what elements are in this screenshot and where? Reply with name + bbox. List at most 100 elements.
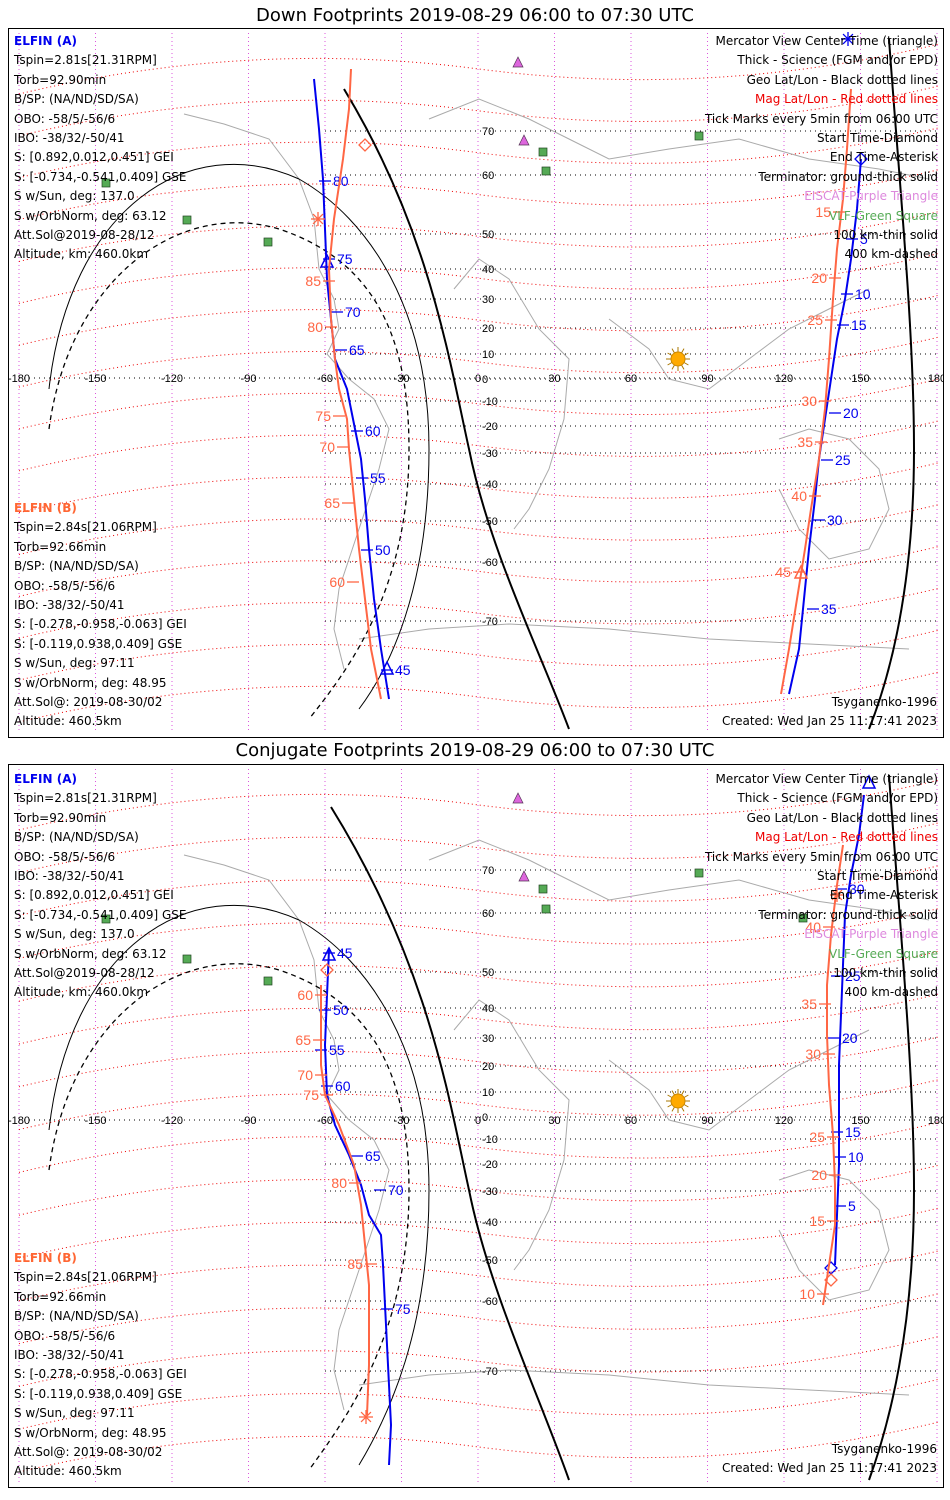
mag-lat-curve [18, 378, 940, 430]
elfin-a-line: S w/Sun, deg: 137.0 [14, 189, 135, 204]
track-tick-label: 10 [799, 1286, 815, 1302]
track-tick-label: 55 [329, 1042, 345, 1058]
lat-label: 40 [482, 1003, 494, 1015]
lon-label: 90 [701, 373, 713, 385]
lon-label: 180 [928, 373, 943, 385]
track-tick-label: 25 [845, 968, 861, 984]
mag-lat-curve [18, 1207, 940, 1259]
elfin-a-line: Altitude, km: 460.0km [14, 247, 149, 262]
elfin-b-line: OBO: -58/5/-56/6 [14, 578, 116, 593]
sun-ray [683, 1094, 689, 1098]
elfin-b-line: IBO: -38/32/-50/41 [14, 598, 125, 613]
mag-lat-curve [18, 950, 940, 1002]
start-diamond-icon [320, 963, 334, 977]
map-canvas: -180-150-120-90-60-300306090120150180706… [9, 32, 943, 733]
elfin-a-down-track-west [313, 78, 390, 700]
coastline [453, 258, 570, 530]
elfin-a-conj-track-west [323, 949, 393, 1466]
panel-title-down: Down Footprints 2019-08-29 06:00 to 07:3… [256, 5, 694, 26]
legend-line: Mag Lat/Lon - Red dotted lines [754, 830, 938, 845]
track-tick-label: 30 [827, 512, 843, 528]
track-tick-label: 25 [807, 312, 823, 328]
track-tick-label: 45 [395, 662, 411, 678]
terminator-ground [343, 88, 570, 730]
end-asterisk-icon [312, 213, 324, 225]
lat-label: -10 [482, 396, 498, 408]
lat-label: 20 [482, 1061, 494, 1073]
lon-label: -180 [9, 1115, 30, 1127]
mag-lat-curve [18, 1121, 940, 1173]
lon-label: 90 [701, 1115, 713, 1127]
lat-label: -30 [482, 448, 498, 460]
track-tick-label: 5 [860, 231, 868, 247]
terminator-400km [48, 963, 410, 1471]
elfin-a-line: Torb=92.90min [14, 72, 107, 87]
lat-label: -40 [482, 1217, 498, 1229]
legend-line: 100 km-thin solid [833, 966, 938, 981]
track-tick-label: 45 [775, 564, 791, 580]
track-tick-label: 30 [801, 393, 817, 409]
lon-label: 120 [775, 1115, 793, 1127]
track-tick-label: 65 [365, 1148, 381, 1164]
lat-label: -20 [482, 421, 498, 433]
lon-label: -180 [9, 373, 30, 385]
legend-line: Mag Lat/Lon - Red dotted lines [754, 92, 938, 107]
lat-label: -40 [482, 479, 498, 491]
coastline [358, 1369, 910, 1396]
mag-lat-curve [18, 210, 940, 262]
coastline [608, 1029, 870, 1131]
track-tick-label: 30 [849, 881, 865, 897]
model-name: Tsyganenko-1996 [831, 1442, 937, 1456]
track-tick-label: 15 [845, 1124, 861, 1140]
terminator-ground [868, 774, 916, 1481]
lon-label: -60 [317, 373, 333, 385]
track-tick-label: 35 [801, 996, 817, 1012]
track-tick-label: 35 [797, 434, 813, 450]
track-tick-label: 70 [388, 1182, 404, 1198]
elfin-a-info: ELFIN (A) Tspin=2.81s[21.31RPM] Torb=92.… [14, 770, 187, 1003]
sun-ray [671, 348, 675, 354]
lon-label: -120 [161, 373, 183, 385]
track-tick-label: 85 [347, 1256, 363, 1272]
track-tick-label: 40 [805, 919, 821, 935]
track-tick-label: 15 [851, 317, 867, 333]
mag-lat-curve [18, 252, 940, 304]
mag-lat-curve [18, 169, 940, 221]
elfin-a-line: S: [0.892,0.012,0.451] GEI [14, 888, 174, 903]
mag-lat-curve [18, 671, 940, 723]
lat-label: -60 [482, 1296, 498, 1308]
track-tick-label: 60 [365, 423, 381, 439]
mag-lat-curve [18, 822, 940, 874]
vlf-square [538, 884, 548, 894]
lon-label: 120 [775, 373, 793, 385]
terminator-400km [48, 222, 410, 720]
sun-ray [667, 362, 673, 366]
elfin-a-line: Att.Sol@2019-08-28/12 [14, 228, 155, 243]
sun-ray [671, 1106, 675, 1112]
track-tick-label: 30 [805, 1046, 821, 1062]
sun-icon [670, 1093, 686, 1109]
vlf-square [798, 913, 808, 923]
end-asterisk-icon [360, 1411, 372, 1423]
elfin-a-line: S w/OrbNorm, deg: 63.12 [14, 946, 167, 961]
track-tick-label: 25 [835, 452, 851, 468]
coastline [358, 623, 910, 650]
end-asterisk-icon [842, 33, 854, 45]
lon-label: 0 [475, 1115, 481, 1127]
coastline [183, 113, 350, 380]
elfin-b-line: Tspin=2.84s[21.06RPM] [14, 520, 157, 535]
lat-label: 0 [482, 374, 488, 386]
legend-line: Thick - Science (FGM and/or EPD) [737, 791, 938, 806]
mag-lat-curve [18, 629, 940, 681]
track-tick-label: 70 [297, 1067, 313, 1083]
lon-label: -90 [241, 1115, 257, 1127]
track-tick-label: 65 [295, 1032, 311, 1048]
elfin-a-line: OBO: -58/5/-56/6 [14, 111, 116, 126]
elfin-a-line: OBO: -58/5/-56/6 [14, 849, 116, 864]
sun-icon [670, 351, 686, 367]
vlf-square [263, 237, 273, 247]
track-tick-label: 75 [337, 251, 353, 267]
track-tick-label: 40 [791, 488, 807, 504]
lat-label: 10 [482, 349, 494, 361]
legend-line: Thick - Science (FGM and/or EPD) [737, 53, 938, 68]
